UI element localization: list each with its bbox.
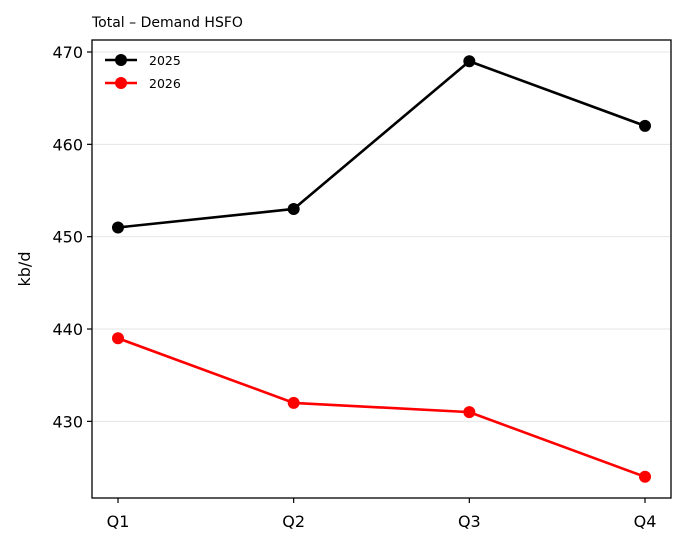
- x-tick-label: Q2: [282, 512, 305, 531]
- legend-item: 2026: [105, 76, 181, 91]
- series-line: [117, 337, 646, 478]
- plot-frame: [91, 39, 672, 499]
- y-tick-label: 430: [52, 412, 83, 431]
- legend-label: 2025: [149, 53, 181, 68]
- y-tick-label: 470: [52, 43, 83, 62]
- x-tick-label: Q3: [458, 512, 481, 531]
- y-tick-label: 460: [52, 135, 83, 154]
- data-point: [463, 55, 476, 68]
- y-tick-label: 450: [52, 228, 83, 247]
- y-tick-label: 440: [52, 320, 83, 339]
- x-axis: Q1 Q2 Q3 Q4: [107, 498, 657, 531]
- data-point: [112, 332, 124, 345]
- data-point: [639, 470, 651, 483]
- y-axis-label: kb/d: [15, 252, 34, 287]
- series-2026: [112, 332, 651, 483]
- y-axis: 430 440 450 460 470: [52, 43, 92, 431]
- data-point: [112, 221, 124, 234]
- legend-marker: [115, 77, 127, 89]
- chart-title: Total – Demand HSFO: [91, 15, 243, 31]
- series-2025: [112, 55, 651, 234]
- series-line: [117, 59, 646, 229]
- x-tick-label: Q1: [107, 512, 130, 531]
- legend: 2025 2026: [105, 53, 181, 91]
- legend-label: 2026: [149, 76, 181, 91]
- legend-marker: [115, 54, 127, 66]
- x-tick-label: Q4: [634, 512, 657, 531]
- data-point: [639, 119, 651, 132]
- legend-item: 2025: [105, 53, 181, 68]
- data-point: [287, 202, 300, 215]
- series-layer: [112, 55, 651, 483]
- data-point: [287, 396, 300, 409]
- data-point: [463, 406, 476, 419]
- gridlines: [92, 51, 671, 422]
